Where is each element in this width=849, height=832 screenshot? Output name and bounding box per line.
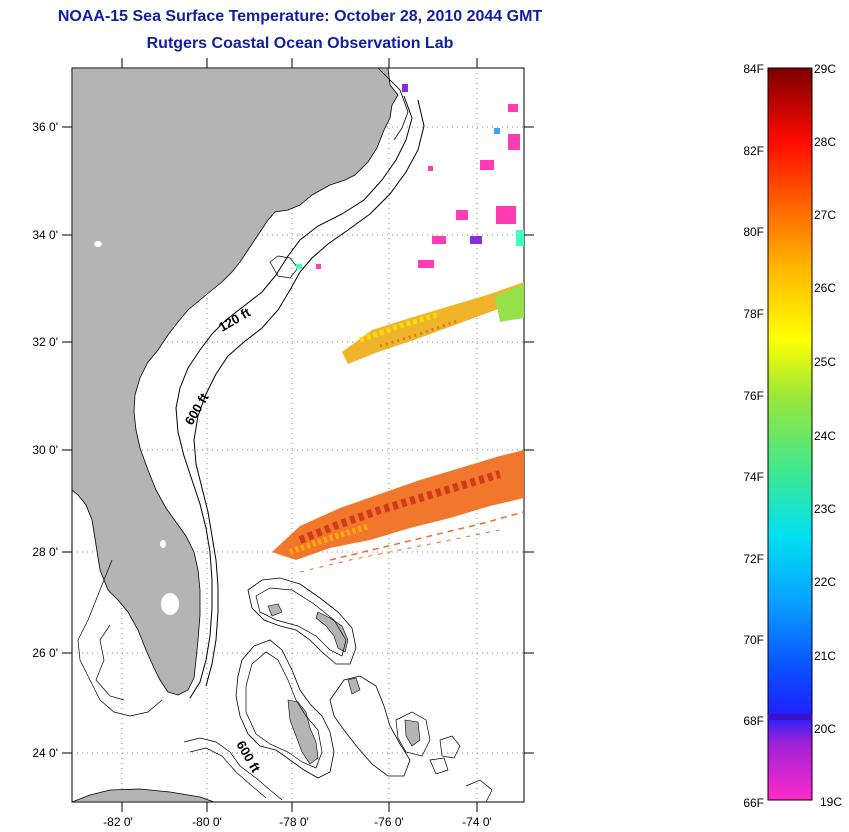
colorbar-c-label: 20C bbox=[814, 722, 836, 736]
land-bahamas-abaco bbox=[315, 611, 349, 653]
map-subtitle: Rutgers Coastal Ocean Observation Lab bbox=[146, 35, 454, 52]
colorbar-c-label: 25C bbox=[814, 355, 836, 369]
colorbar-f-label: 68F bbox=[743, 714, 764, 728]
lon-tick-label: -78 0' bbox=[279, 815, 309, 829]
lon-tick-label: -82 0' bbox=[103, 815, 133, 829]
colorbar-c-label: 19C bbox=[820, 795, 842, 809]
colorbar-f-label: 74F bbox=[743, 470, 764, 484]
map-title: NOAA-15 Sea Surface Temperature: October… bbox=[57, 8, 543, 25]
sst-scatter-northeast bbox=[296, 84, 524, 269]
colorbar-c-label: 24C bbox=[814, 429, 836, 443]
colorbar-c-label: 22C bbox=[814, 575, 836, 589]
lon-tick-label: -80 0' bbox=[192, 815, 222, 829]
lat-tick-label: 28 0' bbox=[32, 545, 58, 559]
colorbar-c-label: 23C bbox=[814, 502, 836, 516]
colorbar-f-label: 76F bbox=[743, 389, 764, 403]
contour-600ft bbox=[193, 99, 425, 687]
colorbar-c-label: 26C bbox=[814, 281, 836, 295]
colorbar-f-label: 80F bbox=[743, 225, 764, 239]
lon-tick-label: -76 0' bbox=[374, 815, 404, 829]
contour-little-bahama-bank bbox=[247, 577, 357, 665]
colorbar-c-label: 28C bbox=[814, 135, 836, 149]
sst-swath-south bbox=[272, 450, 524, 573]
lat-tick-label: 32 0' bbox=[32, 335, 58, 349]
land-cuba bbox=[72, 788, 215, 802]
contour-120ft bbox=[175, 95, 413, 699]
colorbar-c-label: 21C bbox=[814, 649, 836, 663]
lat-tick-label: 30 0' bbox=[32, 443, 58, 457]
lat-tick-label: 26 0' bbox=[32, 646, 58, 660]
lat-tick-label: 34 0' bbox=[32, 228, 58, 242]
colorbar-f-label: 78F bbox=[743, 307, 764, 321]
colorbar-f-label: 66F bbox=[743, 796, 764, 810]
colorbar-c-label: 27C bbox=[814, 208, 836, 222]
lon-tick-label: -74 0' bbox=[462, 815, 492, 829]
axis-ticks bbox=[62, 58, 534, 812]
land-bahamas-andros bbox=[287, 699, 319, 765]
land-us-coast bbox=[72, 68, 399, 696]
colorbar-c-label: 29C bbox=[814, 62, 836, 76]
sst-swath-north bbox=[342, 282, 524, 364]
colorbar-f-label: 82F bbox=[743, 144, 764, 158]
lat-tick-label: 36 0' bbox=[32, 120, 58, 134]
lat-tick-label: 24 0' bbox=[32, 746, 58, 760]
colorbar-gradient bbox=[767, 67, 813, 801]
contour-great-bahama-bank bbox=[235, 639, 335, 779]
colorbar: 84F 82F 80F 78F 76F 74F 72F 70F 68F 66F … bbox=[743, 62, 842, 810]
colorbar-f-label: 72F bbox=[743, 552, 764, 566]
colorbar-f-label: 70F bbox=[743, 633, 764, 647]
colorbar-f-label: 84F bbox=[743, 62, 764, 76]
